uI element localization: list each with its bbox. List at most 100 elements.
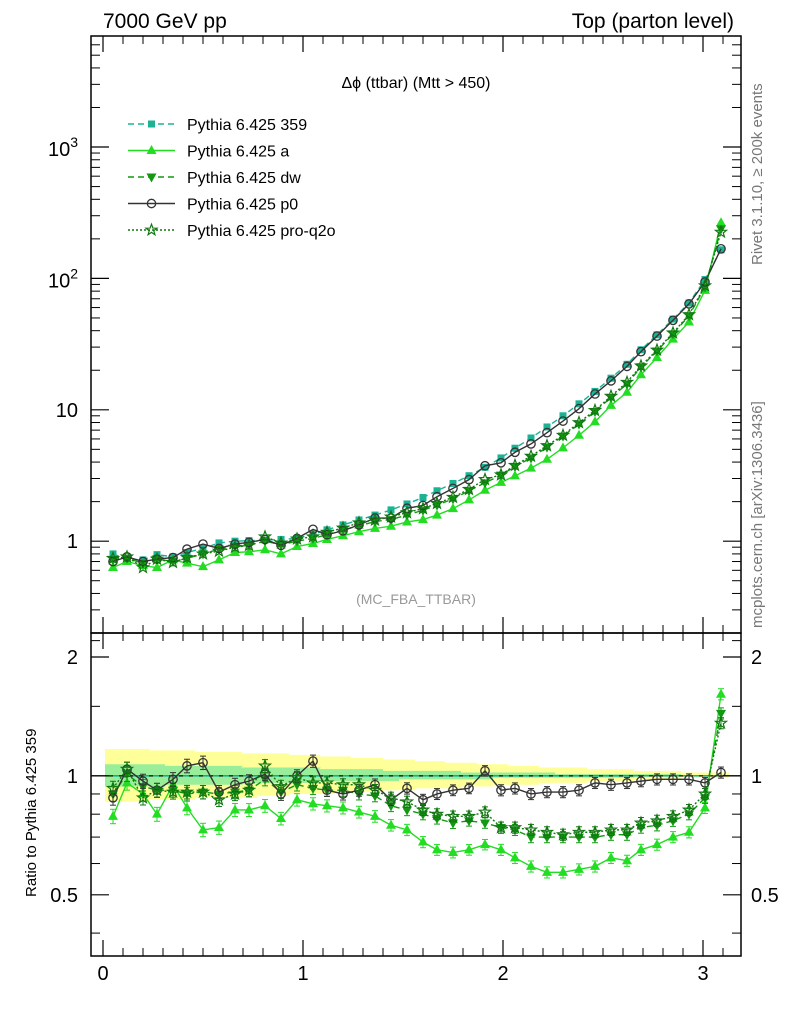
series-2-ratio-point — [402, 806, 412, 816]
series-3-point — [496, 457, 506, 468]
series-4-point — [335, 520, 351, 535]
series-1-ratio-line — [112, 694, 722, 874]
series-4-point — [135, 559, 151, 574]
axes: 0 1 2 3 1 10 102 103 0.5 0.5 1 1 2 2 — [48, 35, 779, 985]
legend-label: Pythia 6.425 a — [187, 144, 289, 161]
series-3-ratio-point — [652, 774, 662, 785]
series-1-ratio-point — [354, 806, 364, 816]
series-3-ratio-point — [590, 778, 600, 788]
series-1-ratio-point — [370, 810, 380, 820]
series-1-point — [558, 442, 568, 452]
series-4-point — [149, 551, 165, 566]
series-3-ratio-line — [112, 759, 722, 801]
series-4-ratio-point — [571, 824, 587, 839]
series-2-line — [112, 228, 722, 564]
series-4-point — [539, 438, 555, 452]
series-1-ratio-point — [152, 808, 162, 818]
series-4-ratio-point — [445, 808, 461, 823]
series-2-point — [138, 559, 148, 569]
series-4-line — [112, 231, 722, 569]
series-3-ratio-point — [526, 789, 536, 799]
series-4-ratio-point — [555, 827, 571, 841]
series-0-point — [653, 331, 661, 339]
series-0-point — [449, 479, 457, 487]
series-1-point — [574, 429, 584, 439]
series-4-ratio-point — [319, 775, 335, 790]
series-3-point — [542, 427, 552, 438]
series-4-point — [665, 325, 681, 339]
series-3-point — [354, 520, 364, 530]
series-4-ratio-point — [587, 824, 603, 839]
series-4-point — [587, 402, 603, 417]
series-4-ratio-point — [211, 792, 227, 806]
series-1-point — [464, 494, 474, 504]
series-4-point — [257, 529, 273, 543]
series-1-ratio-point — [700, 802, 710, 812]
series-3-ratio-point — [684, 774, 694, 785]
series-3-ratio-point — [668, 774, 678, 785]
side-rivet: Rivet 3.1.10, ≥ 200k events — [749, 83, 766, 265]
series-3-point — [558, 416, 568, 426]
series-3-ratio-point — [542, 787, 552, 797]
series-1-ratio-point — [260, 800, 270, 810]
series-0-point — [355, 516, 363, 524]
series-1-ratio-point — [276, 813, 286, 823]
series-0-point — [323, 526, 331, 534]
series-3-point — [276, 540, 286, 551]
series-4-ratio-point — [649, 813, 665, 827]
series-4-point — [367, 512, 383, 527]
series-1-ratio-point — [464, 844, 474, 854]
legend-label: Pythia 6.425 p0 — [187, 197, 298, 214]
series-1-point — [276, 548, 286, 558]
series-4-ratio-point — [179, 784, 195, 799]
series-1-ratio-point — [542, 866, 552, 876]
series-4-point — [195, 546, 211, 561]
series-0-point — [637, 346, 645, 354]
series-4-ratio-point — [539, 824, 555, 839]
series-4-ratio-point — [461, 808, 477, 823]
series-4-point — [399, 505, 415, 519]
series-2-point — [198, 550, 208, 560]
series-1-point — [526, 462, 536, 472]
series-1-point — [198, 561, 208, 571]
series-1-ratio-point — [322, 800, 332, 810]
series-1-point — [716, 217, 726, 227]
series-4-ratio-point — [257, 758, 273, 773]
plot-title: Δϕ (ttbar) (Mtt > 450) — [341, 75, 490, 92]
series-1-ratio-point — [480, 839, 490, 849]
series-3-ratio-point — [182, 761, 192, 771]
series-1-ratio-point — [526, 860, 536, 870]
series-1-ratio-point — [448, 846, 458, 856]
series-4-point — [445, 489, 461, 504]
series-3-point — [716, 243, 726, 254]
series-0-point — [215, 539, 223, 547]
side-mcplots: mcplots.cern.ch [arXiv:1306.3436] — [749, 401, 766, 628]
series-4-point — [461, 481, 477, 496]
series-1-ratio-point — [402, 824, 412, 834]
series-3-ratio-point — [168, 774, 178, 785]
series-4-ratio-point — [681, 802, 697, 817]
series-1-point — [386, 520, 396, 530]
series-4-ratio-point — [665, 808, 681, 823]
series-1-point — [402, 516, 412, 526]
series-3-ratio-point — [510, 783, 520, 794]
series-3-ratio-point — [574, 785, 584, 796]
series-1-point — [260, 544, 270, 554]
series-4-ratio-point — [477, 804, 493, 819]
series-4-point — [571, 414, 587, 429]
series-0-point — [591, 387, 599, 395]
series-2-ratio-point — [386, 802, 396, 812]
series-1-ratio-point — [292, 794, 302, 804]
series-3-point — [138, 556, 148, 567]
series-3-point — [480, 460, 490, 471]
series-4-point — [273, 535, 289, 550]
series-1-ratio-point — [386, 819, 396, 829]
series-4-point — [681, 307, 697, 321]
series-4-ratio-point — [105, 780, 121, 795]
y-tick-label: 10 — [56, 400, 78, 422]
series-3-point — [108, 556, 118, 567]
series-0-line — [112, 249, 722, 561]
series-4-ratio-point — [603, 822, 619, 836]
series-1-point — [432, 509, 442, 519]
series-3-ratio-point — [480, 765, 490, 776]
